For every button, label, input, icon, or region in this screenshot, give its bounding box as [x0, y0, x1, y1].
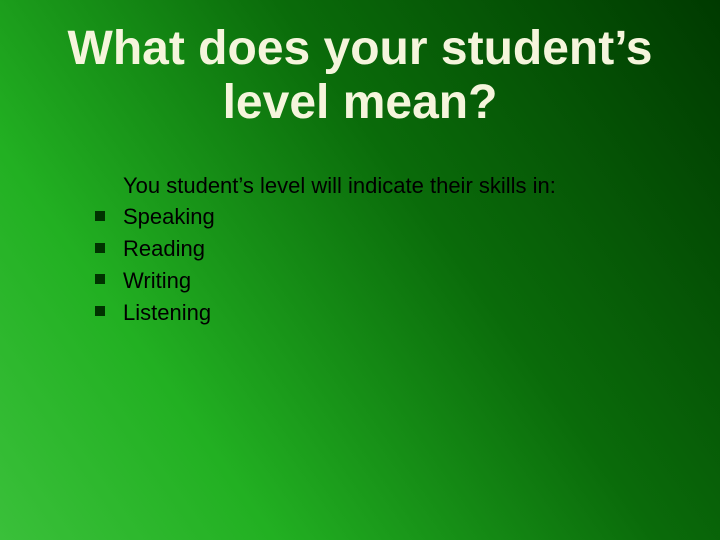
square-bullet-icon — [95, 274, 105, 284]
slide-title: What does your student’s level mean? — [0, 0, 720, 130]
list-item-label: Speaking — [123, 204, 215, 229]
slide: What does your student’s level mean? You… — [0, 0, 720, 540]
bullet-list: Speaking Reading Writing Listening — [95, 201, 690, 329]
slide-body: You student’s level will indicate their … — [0, 130, 720, 329]
square-bullet-icon — [95, 306, 105, 316]
list-item-label: Reading — [123, 236, 205, 261]
list-item-label: Listening — [123, 300, 211, 325]
square-bullet-icon — [95, 243, 105, 253]
list-item: Writing — [95, 265, 690, 297]
square-bullet-icon — [95, 211, 105, 221]
list-item: Listening — [95, 297, 690, 329]
list-item: Speaking — [95, 201, 690, 233]
list-item: Reading — [95, 233, 690, 265]
list-item-label: Writing — [123, 268, 191, 293]
intro-text: You student’s level will indicate their … — [123, 170, 690, 202]
